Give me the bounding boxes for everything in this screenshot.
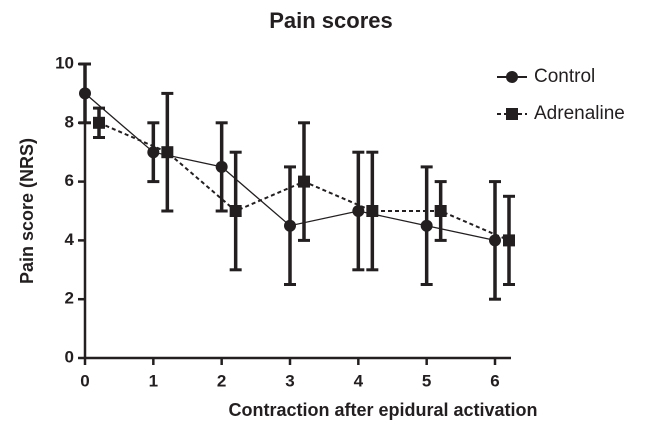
- x-axis-label: Contraction after epidural activation: [228, 400, 537, 420]
- marker: [489, 234, 501, 247]
- marker: [434, 205, 447, 217]
- marker: [79, 87, 91, 100]
- x-tick-label: 5: [422, 371, 431, 390]
- x-tick-label: 6: [490, 371, 499, 390]
- marker: [352, 205, 365, 217]
- legend-marker: [506, 108, 518, 120]
- marker: [161, 146, 174, 159]
- y-tick-label: 8: [65, 112, 74, 131]
- chart-title: Pain scores: [269, 8, 393, 33]
- x-tick-label: 3: [285, 371, 294, 390]
- marker: [229, 205, 242, 217]
- y-tick-label: 10: [55, 53, 74, 72]
- legend-marker: [506, 71, 518, 83]
- y-tick-label: 2: [65, 289, 74, 308]
- marker: [93, 116, 105, 129]
- x-tick-label: 2: [217, 371, 226, 390]
- x-tick-label: 0: [80, 371, 89, 390]
- x-tick-label: 4: [354, 371, 364, 390]
- legend-label: Control: [534, 66, 595, 87]
- y-axis-label: Pain score (NRS): [17, 138, 37, 284]
- marker: [366, 205, 379, 217]
- marker: [298, 175, 310, 188]
- marker: [284, 219, 296, 232]
- marker: [147, 146, 160, 159]
- marker: [503, 234, 515, 247]
- legend-label: Adrenaline: [534, 103, 625, 124]
- y-tick-label: 4: [65, 230, 75, 249]
- x-tick-label: 1: [149, 371, 158, 390]
- y-tick-label: 0: [65, 347, 74, 366]
- marker: [215, 160, 228, 173]
- marker: [420, 219, 433, 232]
- y-tick-label: 6: [65, 171, 74, 190]
